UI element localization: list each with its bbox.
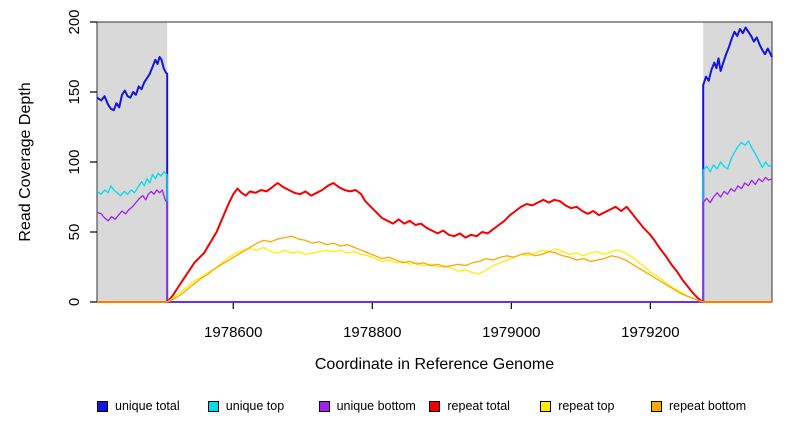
x-tick-label: 1979000	[482, 324, 540, 341]
x-axis-title: Coordinate in Reference Genome	[314, 356, 555, 373]
legend-swatch-icon	[318, 400, 330, 412]
y-tick-label: 0	[66, 298, 83, 306]
legend-swatch-icon	[650, 400, 662, 412]
shaded-flank-right	[703, 22, 772, 302]
series-line-repeat-total	[97, 182, 772, 303]
legend-item-unique-bottom: unique bottom	[318, 399, 430, 413]
series-line-repeat-bottom	[97, 235, 772, 303]
y-tick-label: 200	[66, 9, 83, 34]
legend-item-unique-total: unique total	[97, 399, 208, 413]
legend-item-repeat-bottom: repeat bottom	[650, 399, 762, 413]
shaded-flank-left	[97, 22, 168, 302]
legend-label: repeat top	[558, 399, 615, 413]
x-tick-label: 1978800	[343, 324, 401, 341]
legend-label: unique bottom	[336, 399, 416, 413]
legend-swatch-icon	[540, 400, 552, 412]
legend: unique total unique top unique bottom repea…	[97, 399, 762, 413]
legend-label: repeat total	[447, 399, 510, 413]
y-tick-label: 100	[66, 149, 83, 174]
legend-swatch-icon	[97, 400, 108, 412]
legend-label: unique top	[225, 399, 285, 413]
legend-label: repeat bottom	[668, 399, 747, 413]
legend-item-unique-top: unique top	[207, 399, 319, 413]
y-tick-label: 50	[66, 224, 83, 241]
legend-label: unique total	[115, 399, 180, 413]
legend-swatch-icon	[429, 400, 441, 412]
series-line-unique-bottom	[96, 176, 773, 303]
x-tick-label: 1979200	[621, 324, 679, 341]
series-line-unique-top	[96, 140, 773, 303]
legend-item-repeat-total: repeat total	[429, 399, 540, 413]
y-tick-label: 150	[66, 79, 83, 104]
series-line-repeat-top	[97, 246, 772, 303]
x-tick-label: 1978600	[204, 324, 262, 341]
y-axis-title: Read Coverage Depth	[17, 82, 34, 242]
series-line-unique-total	[96, 26, 773, 303]
legend-item-repeat-top: repeat top	[540, 399, 651, 413]
legend-swatch-icon	[207, 400, 219, 412]
